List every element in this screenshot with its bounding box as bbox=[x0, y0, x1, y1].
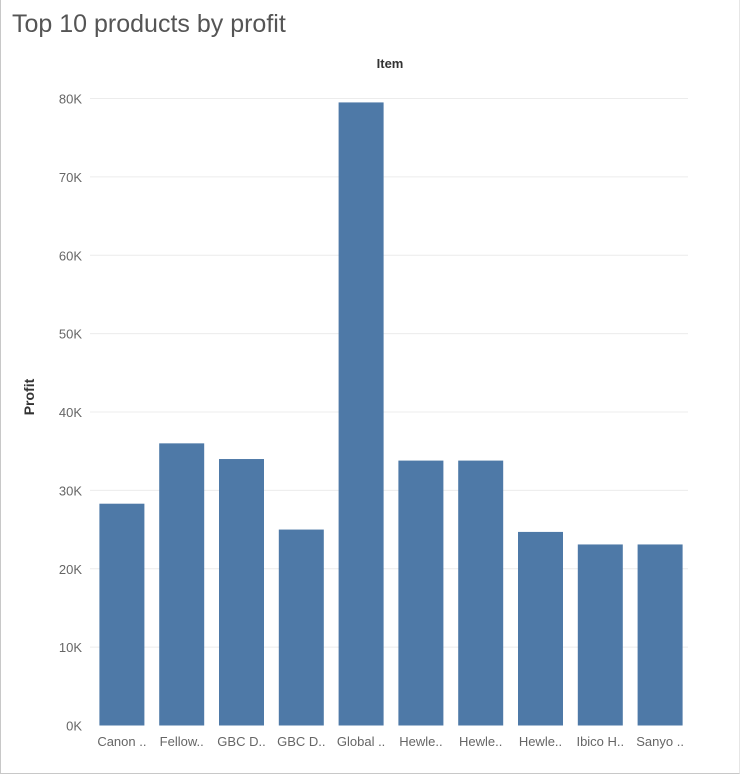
chart-title: Top 10 products by profit bbox=[12, 10, 286, 38]
y-tick-label: 70K bbox=[59, 170, 82, 185]
y-tick-label: 20K bbox=[59, 562, 82, 577]
x-tick-label: Hewle.. bbox=[459, 734, 502, 749]
x-axis-ticks: Canon .. Fellow.. GBC D.. GBC D.. Global .. H… bbox=[97, 734, 684, 749]
y-tick-label: 50K bbox=[59, 327, 82, 342]
y-tick-label: 60K bbox=[59, 248, 82, 263]
y-tick-label: 40K bbox=[59, 405, 82, 420]
x-tick-label: Hewle.. bbox=[519, 734, 562, 749]
x-tick-label: Sanyo .. bbox=[636, 734, 684, 749]
x-tick-label: GBC D.. bbox=[217, 734, 265, 749]
bar[interactable] bbox=[99, 503, 145, 726]
bar[interactable] bbox=[637, 544, 683, 726]
x-tick-label: Fellow.. bbox=[160, 734, 204, 749]
y-axis-ticks: 0K 10K 20K 30K 40K 50K 60K 70K 80K bbox=[59, 92, 82, 734]
y-tick-label: 0K bbox=[66, 719, 82, 734]
y-axis-label: Profit bbox=[21, 378, 37, 415]
x-tick-label: Global .. bbox=[337, 734, 385, 749]
bar[interactable] bbox=[458, 460, 504, 726]
x-tick-label: Canon .. bbox=[97, 734, 146, 749]
y-tick-label: 30K bbox=[59, 483, 82, 498]
bar[interactable] bbox=[338, 102, 384, 726]
y-tick-label: 10K bbox=[59, 640, 82, 655]
y-tick-label: 80K bbox=[59, 92, 82, 107]
bar[interactable] bbox=[219, 459, 264, 726]
column-header: Item bbox=[377, 56, 404, 71]
x-tick-label: GBC D.. bbox=[277, 734, 325, 749]
bar[interactable] bbox=[278, 529, 324, 726]
bar[interactable] bbox=[398, 460, 444, 726]
x-tick-label: Ibico H.. bbox=[576, 734, 624, 749]
x-tick-label: Hewle.. bbox=[399, 734, 442, 749]
bars bbox=[99, 102, 683, 726]
bar[interactable] bbox=[518, 531, 563, 726]
bar[interactable] bbox=[577, 544, 623, 726]
bar[interactable] bbox=[159, 443, 205, 726]
